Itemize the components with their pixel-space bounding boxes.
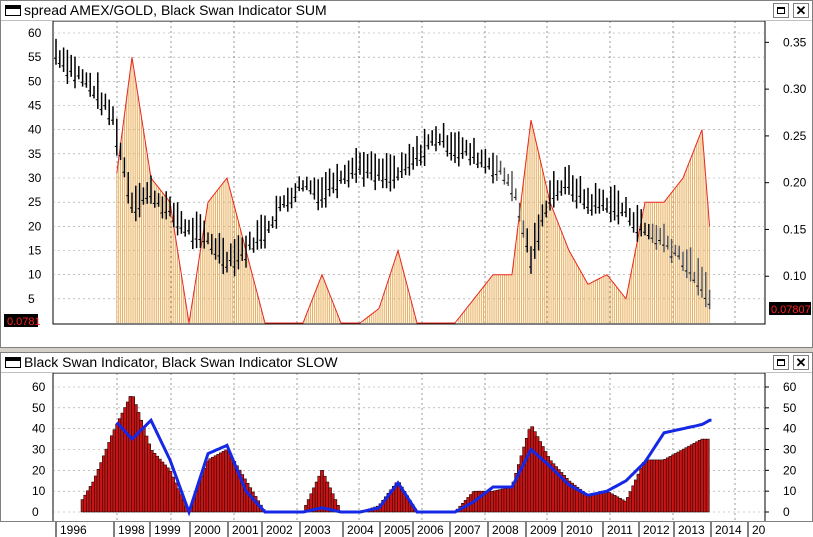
bottom-left-tick-label: 50 [32,401,46,415]
top-right-tick-label: 0.20 [783,176,807,190]
top-left-tick-label: 15 [28,244,42,258]
bsi-bar [705,438,710,513]
window-icon [5,357,21,368]
top-left-tick-label: 35 [28,147,42,161]
bottom-right-tick-label: 40 [783,422,797,436]
x-axis-label: 20 [752,523,766,537]
top-left-tick-label: 60 [28,26,42,40]
right-value-tag: 0.07807 [769,302,811,316]
bottom-left-tick-label: 40 [32,422,46,436]
bottom-chart-canvas[interactable]: 60 50 40 30 20 10 0 60 50 40 30 20 10 0 [1,373,813,522]
x-axis-label: 2013 [678,523,705,537]
bottom-window-title: Black Swan Indicator, Black Swan Indicat… [24,354,338,370]
bottom-left-tick-label: 20 [32,463,46,477]
top-left-tick-label: 25 [28,195,42,209]
top-left-tick-label: 40 [28,123,42,137]
bottom-left-tick-label: 30 [32,443,46,457]
slow-line [115,417,712,517]
x-axis-label: 1996 [60,523,87,537]
x-axis-label: 1998 [118,523,145,537]
top-plot-frame [52,21,766,325]
x-axis-label: 2010 [566,523,593,537]
sum-histogram [116,57,711,323]
x-axis-label: 2005 [384,523,411,537]
left-value-tag-text: 0.0781 [7,316,41,328]
bottom-right-tick-label: 60 [783,380,797,394]
bottom-left-tick-label: 0 [32,505,39,519]
bottom-window-titlebar[interactable]: Black Swan Indicator, Black Swan Indicat… [1,353,812,373]
top-right-tick-label: 0.15 [783,222,807,236]
x-axis-label: 2011 [607,523,633,537]
bottom-maximize-button[interactable] [773,355,789,370]
price-bars [54,38,711,310]
x-axis-label: 2008 [492,523,519,537]
x-axis-label: 2014 [715,523,742,537]
bottom-left-tick-label: 10 [32,484,46,498]
right-value-tag-text: 0.07807 [771,304,811,316]
top-left-tick-label: 30 [28,171,42,185]
top-left-tick-label: 10 [28,268,42,282]
x-axis-label: 2000 [194,523,221,537]
bsi-histogram [80,396,710,513]
x-axis-label: 2012 [643,523,670,537]
left-value-tag: 0.0781 [4,314,41,328]
top-close-button[interactable]: ✕ [793,3,809,18]
x-axis-label: 2003 [304,523,331,537]
top-window-titlebar[interactable]: spread AMEX/GOLD, Black Swan Indicator S… [1,1,812,21]
bottom-left-tick-label: 60 [32,380,46,394]
top-chart-window[interactable]: spread AMEX/GOLD, Black Swan Indicator S… [0,0,813,348]
top-left-tick-label: 50 [28,74,42,88]
bottom-right-tick-label: 0 [783,505,790,519]
top-right-tick-label: 0.25 [783,129,807,143]
top-right-tick-label: 0.10 [783,269,807,283]
x-axis-label: 1999 [154,523,181,537]
time-axis[interactable]: 1996 1998 1999 2000 2001 2002 2003 2004 2005 2006… [0,521,813,537]
x-axis-label: 2007 [454,523,481,537]
x-axis-label: 2001 [232,523,259,537]
bottom-left-axis: 60 50 40 30 20 10 0 [32,380,46,519]
sum-line [116,57,711,324]
bottom-close-button[interactable]: ✕ [793,355,809,370]
top-left-tick-label: 45 [28,99,42,113]
top-window-title: spread AMEX/GOLD, Black Swan Indicator S… [24,2,327,18]
x-axis-label: 2009 [530,523,557,537]
top-chart-canvas[interactable]: 60 55 50 45 40 35 30 25 20 15 10 5 0.35 0.30 0.25 0.20… [1,21,813,348]
top-right-tick-label: 0.35 [783,35,807,49]
window-icon [5,5,21,16]
top-left-tick-label: 5 [28,292,35,306]
bottom-right-axis: 60 50 40 30 20 10 0 [765,380,797,519]
top-right-tick-label: 0.30 [783,82,807,96]
top-right-axis: 0.35 0.30 0.25 0.20 0.15 0.10 [765,35,807,283]
bottom-right-tick-label: 30 [783,443,797,457]
x-axis-label: 2004 [347,523,374,537]
top-left-axis: 60 55 50 45 40 35 30 25 20 15 10 5 [28,26,42,306]
bottom-chart-window[interactable]: Black Swan Indicator, Black Swan Indicat… [0,352,813,522]
x-axis-label: 2002 [266,523,293,537]
bottom-right-tick-label: 10 [783,484,797,498]
top-maximize-button[interactable] [773,3,789,18]
top-left-tick-label: 20 [28,219,42,233]
bottom-right-tick-label: 50 [783,401,797,415]
bottom-right-tick-label: 20 [783,463,797,477]
x-axis-label: 2006 [417,523,444,537]
top-left-tick-label: 55 [28,50,42,64]
bottom-plot-frame [52,373,766,521]
